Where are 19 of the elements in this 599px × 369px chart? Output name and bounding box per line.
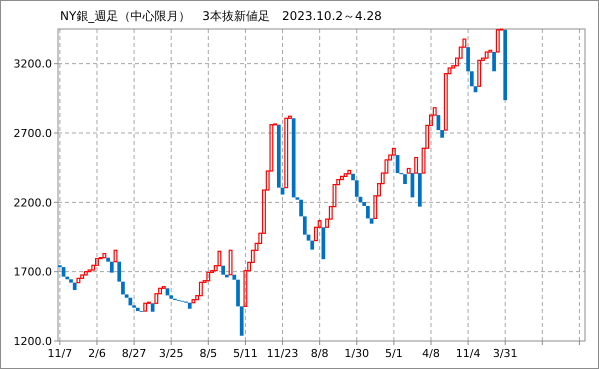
x-tick-label: 4/8 <box>422 347 440 360</box>
y-tick-label: 1200.0 <box>14 335 52 348</box>
y-tick-label: 2200.0 <box>14 196 52 210</box>
x-tick-label: 1/30 <box>344 347 370 360</box>
chart-title: NY銀_週足（中心限月） 3本抜新値足 2023.10.2～4.28 <box>60 9 382 23</box>
y-tick-label: 1700.0 <box>14 266 52 279</box>
x-tick-label: 8/8 <box>310 347 328 360</box>
y-tick-label: 3200.0 <box>14 58 52 71</box>
x-tick-label: 11/4 <box>456 347 480 360</box>
y-tick-label: 2700.0 <box>14 127 52 140</box>
x-tick-label: 3/25 <box>158 347 184 360</box>
x-tick-label: 11/23 <box>266 347 298 360</box>
x-tick-label: 2/6 <box>88 347 106 360</box>
x-tick-label: 5/11 <box>233 347 258 360</box>
x-tick-label: 11/7 <box>48 347 72 360</box>
x-tick-label: 5/1 <box>385 347 403 360</box>
x-tick-label: 8/27 <box>122 347 146 360</box>
x-tick-label: 3/31 <box>492 347 518 360</box>
x-tick-label: 8/5 <box>199 347 218 360</box>
